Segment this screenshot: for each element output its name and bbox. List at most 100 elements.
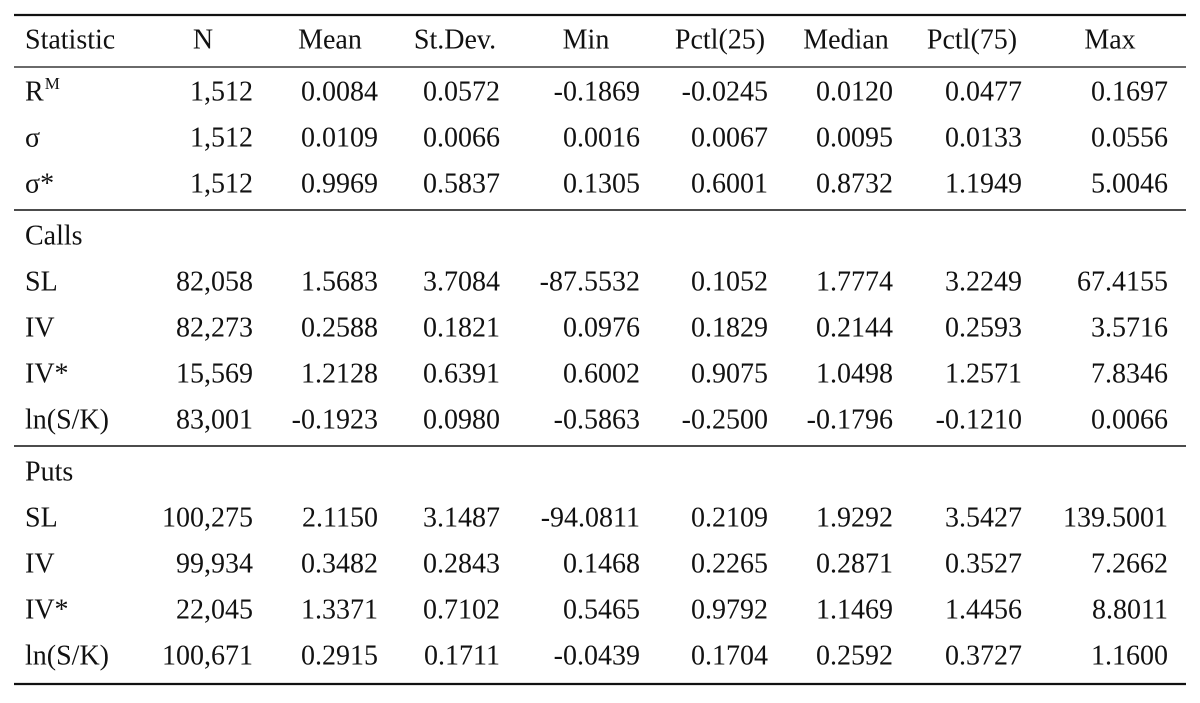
cell: -0.1869	[554, 76, 640, 107]
column-header: Median	[803, 24, 889, 55]
cell: -87.5532	[540, 266, 640, 297]
cell: 0.0477	[945, 76, 1022, 107]
cell: 0.0016	[563, 122, 640, 153]
cell: 0.5465	[563, 594, 640, 625]
cell: 0.9969	[301, 168, 378, 199]
cell: 0.2588	[301, 312, 378, 343]
cell: 139.5001	[1063, 502, 1168, 533]
cell: 67.4155	[1077, 266, 1168, 297]
cell: 0.0120	[816, 76, 893, 107]
row-label: R	[25, 76, 44, 107]
column-header: St.Dev.	[414, 24, 496, 55]
cell: 82,273	[176, 312, 253, 343]
cell: 5.0046	[1091, 168, 1168, 199]
cell: 0.6002	[563, 358, 640, 389]
row-label: SL	[25, 266, 58, 297]
cell: 0.2593	[945, 312, 1022, 343]
section-title: Calls	[25, 220, 83, 251]
cell: 0.0976	[563, 312, 640, 343]
cell: 1.4456	[945, 594, 1022, 625]
cell: 3.2249	[945, 266, 1022, 297]
cell: 1.2571	[945, 358, 1022, 389]
cell: -0.2500	[682, 404, 768, 435]
cell: -0.0245	[682, 76, 768, 107]
row-label: IV*	[25, 358, 69, 389]
cell: 0.9075	[691, 358, 768, 389]
row-label: ln(S/K)	[25, 640, 109, 671]
cell: 0.1829	[691, 312, 768, 343]
cell: 82,058	[176, 266, 253, 297]
row-label: σ	[25, 122, 40, 153]
cell: 1.1600	[1091, 640, 1168, 671]
cell: 0.1697	[1091, 76, 1168, 107]
cell: 1,512	[190, 122, 253, 153]
cell: 0.1821	[423, 312, 500, 343]
cell: 1,512	[190, 168, 253, 199]
cell: 0.2592	[816, 640, 893, 671]
cell: 7.2662	[1091, 548, 1168, 579]
cell: 0.2265	[691, 548, 768, 579]
cell: 1,512	[190, 76, 253, 107]
cell: 99,934	[176, 548, 253, 579]
row-label: IV*	[25, 594, 69, 625]
cell: 0.1468	[563, 548, 640, 579]
cell: 1.3371	[301, 594, 378, 625]
cell: 0.1704	[691, 640, 768, 671]
cell: 2.1150	[302, 502, 378, 533]
cell: 0.8732	[816, 168, 893, 199]
column-header: Mean	[298, 24, 362, 55]
cell: 0.3727	[945, 640, 1022, 671]
row-label-superscript: M	[45, 74, 60, 93]
cell: 1.9292	[816, 502, 893, 533]
cell: 0.2915	[301, 640, 378, 671]
cell: -0.1923	[292, 404, 378, 435]
cell: 83,001	[176, 404, 253, 435]
cell: 0.3527	[945, 548, 1022, 579]
cell: 8.8011	[1092, 594, 1168, 625]
cell: 0.0556	[1091, 122, 1168, 153]
cell: 0.0084	[301, 76, 378, 107]
column-header: Max	[1084, 24, 1135, 55]
cell: -0.1210	[936, 404, 1022, 435]
column-header: Pctl(75)	[927, 24, 1017, 55]
row-label: SL	[25, 502, 58, 533]
cell: 0.5837	[423, 168, 500, 199]
cell: 0.3482	[301, 548, 378, 579]
cell: -0.0439	[554, 640, 640, 671]
cell: 0.6001	[691, 168, 768, 199]
cell: 0.0133	[945, 122, 1022, 153]
column-header: N	[193, 24, 213, 55]
cell: 0.0109	[301, 122, 378, 153]
cell: 1.5683	[301, 266, 378, 297]
column-header: Pctl(25)	[675, 24, 765, 55]
column-header: Statistic	[25, 24, 115, 55]
cell: 22,045	[176, 594, 253, 625]
cell: 1.0498	[816, 358, 893, 389]
cell: 100,671	[162, 640, 253, 671]
cell: 3.1487	[423, 502, 500, 533]
cell: -0.5863	[554, 404, 640, 435]
cell: 0.0066	[423, 122, 500, 153]
cell: 1.1949	[945, 168, 1022, 199]
cell: 3.5716	[1091, 312, 1168, 343]
cell: 0.1052	[691, 266, 768, 297]
cell: 0.2109	[691, 502, 768, 533]
row-label: IV	[25, 312, 55, 343]
cell: 0.0572	[423, 76, 500, 107]
cell: 0.9792	[691, 594, 768, 625]
cell: 1.2128	[301, 358, 378, 389]
column-header: Min	[563, 24, 610, 55]
cell: 1.7774	[816, 266, 893, 297]
row-label: ln(S/K)	[25, 404, 109, 435]
cell: 0.1711	[424, 640, 500, 671]
cell: -94.0811	[541, 502, 640, 533]
cell: 1.1469	[816, 594, 893, 625]
cell: 0.1305	[563, 168, 640, 199]
cell: 15,569	[176, 358, 253, 389]
cell: 100,275	[162, 502, 253, 533]
cell: 0.7102	[423, 594, 500, 625]
row-label: σ*	[25, 168, 54, 199]
cell: -0.1796	[807, 404, 893, 435]
